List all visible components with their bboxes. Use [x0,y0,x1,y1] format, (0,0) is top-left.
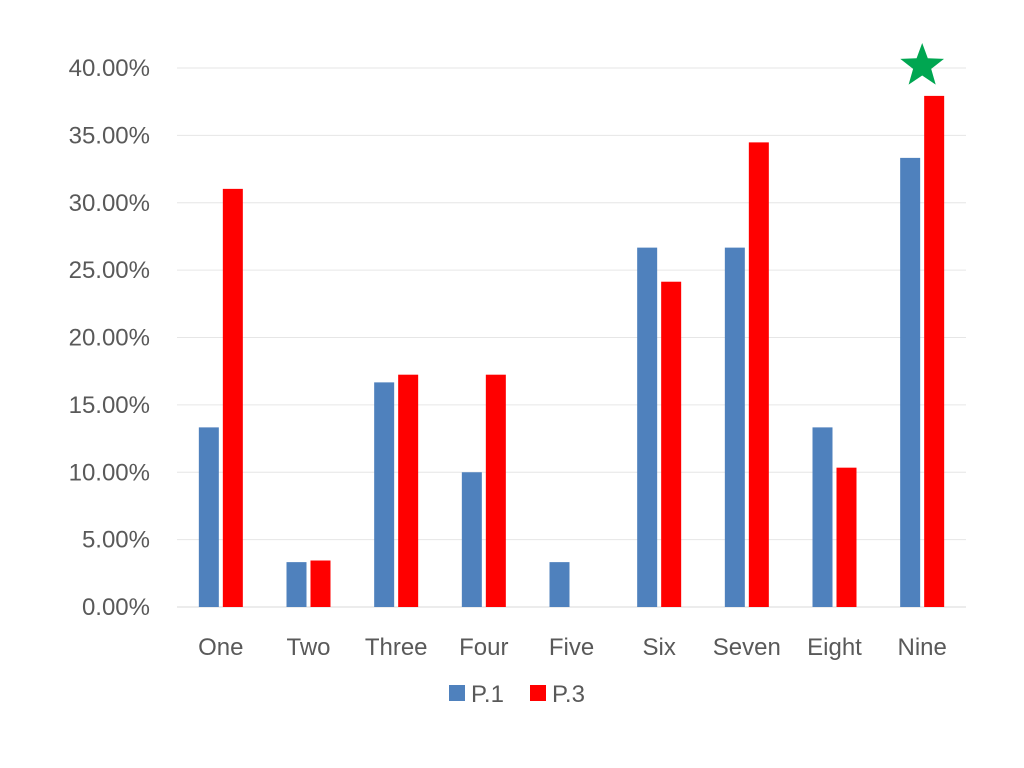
legend: P.1 P.3 [449,681,585,708]
bar-p3-two [310,560,331,607]
y-tick-label: 35.00% [69,122,150,149]
y-tick-label: 5.00% [82,527,150,554]
star-icon [900,43,944,85]
y-axis-tick-labels: 0.00% 5.00% 10.00% 15.00% 20.00% 25.00% 30.00%… [69,55,150,621]
y-tick-label: 15.00% [69,392,150,419]
bar-p3-seven [748,142,769,607]
bars [198,95,945,608]
x-tick-label: Seven [713,634,781,661]
x-tick-label: Eight [807,634,862,661]
bar-p1-two [286,562,307,607]
bar-p1-three [374,382,395,607]
bar-p3-eight [836,467,857,607]
y-tick-label: 30.00% [69,190,150,217]
bar-p1-eight [812,427,833,607]
legend-label: P.3 [552,681,585,708]
y-tick-label: 25.00% [69,257,150,284]
x-tick-label: Six [642,634,675,661]
legend-swatch [530,685,546,701]
y-tick-label: 0.00% [82,594,150,621]
y-tick-label: 40.00% [69,55,150,82]
bar-p3-six [661,281,682,607]
bar-p1-five [549,562,570,607]
bar-p1-one [198,427,219,607]
gridlines [177,67,966,608]
bar-p3-nine [924,95,945,607]
legend-swatch [449,685,465,701]
x-tick-label: Four [459,634,508,661]
y-tick-label: 10.00% [69,459,150,486]
x-tick-label: Three [365,634,428,661]
x-tick-label: Two [286,634,330,661]
x-axis-tick-labels: One Two Three Four Five Six Seven Eight Nine [198,634,947,661]
bar-p3-three [398,374,419,607]
annotations [900,43,944,85]
bar-p3-one [222,188,243,608]
bar-p3-four [485,374,506,607]
y-tick-label: 20.00% [69,325,150,352]
x-tick-label: One [198,634,243,661]
bar-p1-nine [900,157,921,608]
legend-label: P.1 [471,681,504,708]
bar-p1-four [461,472,482,607]
bar-p1-seven [724,247,745,607]
x-tick-label: Five [549,634,594,661]
bar-p1-six [637,247,658,607]
x-tick-label: Nine [897,634,946,661]
